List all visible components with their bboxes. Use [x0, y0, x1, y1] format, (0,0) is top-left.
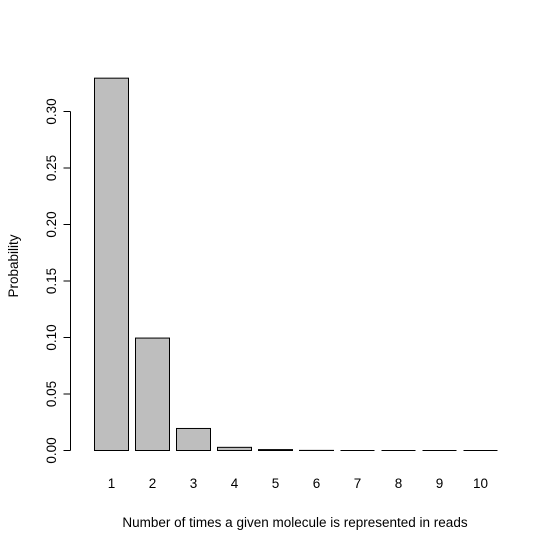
- x-tick-label-4: 4: [231, 476, 239, 491]
- y-tick-label-0.20: 0.20: [44, 211, 59, 237]
- y-tick-label-0.25: 0.25: [44, 155, 59, 181]
- x-tick-label-1: 1: [108, 476, 116, 491]
- x-tick-label-3: 3: [190, 476, 198, 491]
- bar-1: [94, 77, 129, 451]
- x-tick-label-5: 5: [272, 476, 280, 491]
- x-tick-label-8: 8: [395, 476, 403, 491]
- x-tick-label-10: 10: [473, 476, 488, 491]
- x-tick-label-7: 7: [354, 476, 362, 491]
- y-tick-label-0.10: 0.10: [44, 324, 59, 350]
- x-axis-labels: 1 2 3 4 5 6 7 8 9 10: [108, 476, 488, 491]
- bar-4: [217, 446, 252, 451]
- y-tick-label-0.00: 0.00: [44, 437, 59, 463]
- x-tick-label-2: 2: [149, 476, 157, 491]
- y-axis: 0.00 0.05 0.10 0.15 0.20 0.25 0.30: [44, 98, 71, 464]
- y-tick-label-0.15: 0.15: [44, 268, 59, 294]
- bars-group: [94, 77, 498, 452]
- x-tick-label-6: 6: [313, 476, 321, 491]
- x-tick-label-9: 9: [436, 476, 444, 491]
- y-tick-label-0.30: 0.30: [44, 98, 59, 124]
- x-axis-title: Number of times a given molecule is repr…: [122, 515, 467, 530]
- y-tick-label-0.05: 0.05: [44, 381, 59, 407]
- bar-2: [135, 337, 170, 451]
- bar-3: [176, 427, 211, 451]
- y-axis-title: Probability: [6, 234, 21, 297]
